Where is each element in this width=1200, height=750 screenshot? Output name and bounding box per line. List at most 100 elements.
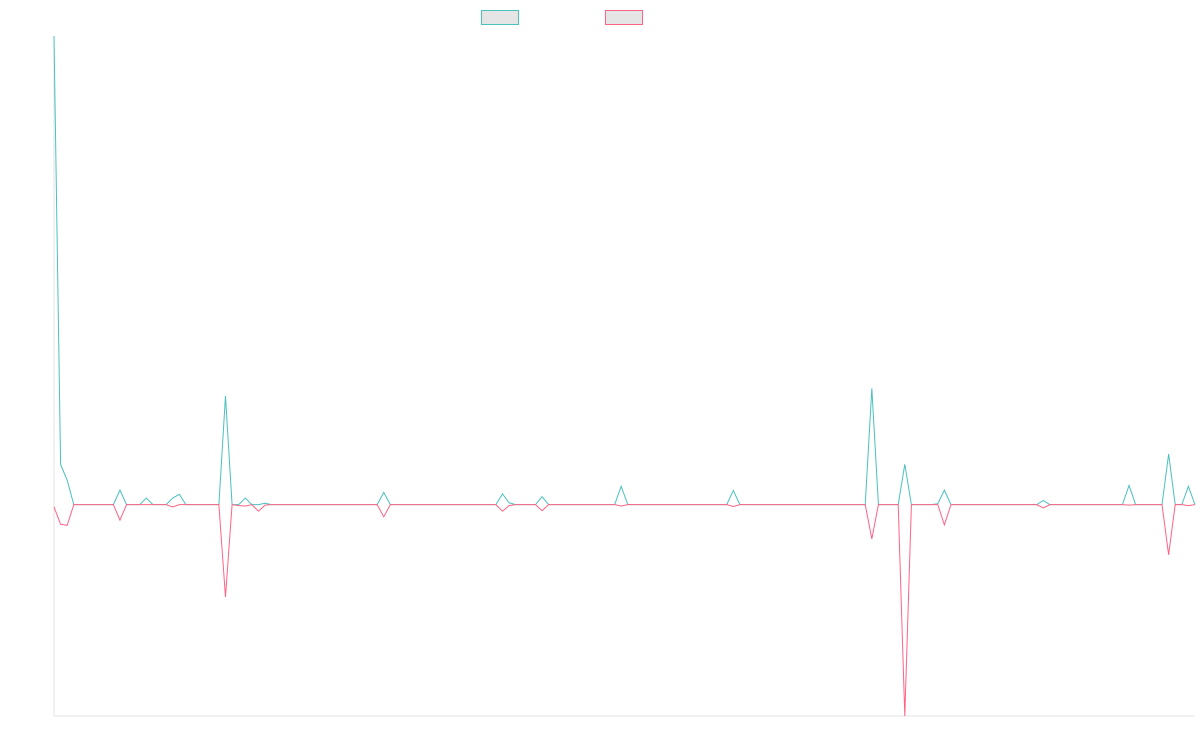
- series-2-point[interactable]: [105, 503, 109, 507]
- series-2-point[interactable]: [329, 503, 333, 507]
- series-2-point[interactable]: [382, 515, 386, 519]
- series-2-point[interactable]: [435, 503, 439, 507]
- series-2-point[interactable]: [586, 503, 590, 507]
- series-1-point[interactable]: [942, 488, 946, 492]
- series-1-point[interactable]: [619, 484, 623, 488]
- series-2-point[interactable]: [349, 503, 353, 507]
- series-2-point[interactable]: [896, 503, 900, 507]
- series-2-point[interactable]: [613, 503, 617, 507]
- series-2-point[interactable]: [923, 503, 927, 507]
- series-1-point[interactable]: [540, 495, 544, 499]
- series-2-point[interactable]: [909, 503, 913, 507]
- series-2-point[interactable]: [1140, 503, 1144, 507]
- series-2-point[interactable]: [276, 503, 280, 507]
- series-1-point[interactable]: [1041, 498, 1045, 502]
- series-2-point[interactable]: [158, 503, 162, 507]
- series-2-point[interactable]: [303, 503, 307, 507]
- series-2-point[interactable]: [125, 503, 129, 507]
- series-2-point[interactable]: [1002, 503, 1006, 507]
- series-2-point[interactable]: [250, 503, 254, 507]
- series-2-point[interactable]: [791, 503, 795, 507]
- series-2-point[interactable]: [566, 503, 570, 507]
- series-2-point[interactable]: [547, 503, 551, 507]
- series-2-point[interactable]: [402, 503, 406, 507]
- series-1-point[interactable]: [1167, 452, 1171, 456]
- series-2-point[interactable]: [369, 503, 373, 507]
- series-2-point[interactable]: [78, 503, 82, 507]
- series-2-point[interactable]: [784, 503, 788, 507]
- series-2-point[interactable]: [652, 503, 656, 507]
- series-2-point[interactable]: [995, 503, 999, 507]
- series-2-point[interactable]: [151, 503, 155, 507]
- series-2-point[interactable]: [355, 503, 359, 507]
- series-2-point[interactable]: [685, 503, 689, 507]
- series-2-point[interactable]: [487, 503, 491, 507]
- series-2-point[interactable]: [388, 503, 392, 507]
- series-2-point[interactable]: [949, 503, 953, 507]
- series-2-point[interactable]: [507, 504, 511, 508]
- series-2-point[interactable]: [283, 503, 287, 507]
- series-2-point[interactable]: [342, 503, 346, 507]
- series-1-point[interactable]: [65, 478, 69, 482]
- series-2-point[interactable]: [956, 503, 960, 507]
- series-2-point[interactable]: [92, 503, 96, 507]
- series-2-point[interactable]: [758, 503, 762, 507]
- series-2-point[interactable]: [111, 503, 115, 507]
- series-1-point[interactable]: [52, 34, 56, 38]
- series-2-point[interactable]: [646, 503, 650, 507]
- series-2-point[interactable]: [1028, 503, 1032, 507]
- series-1-point[interactable]: [59, 462, 63, 466]
- series-2-point[interactable]: [1160, 503, 1164, 507]
- series-2-point[interactable]: [936, 503, 940, 507]
- series-2-point[interactable]: [989, 503, 993, 507]
- series-2-point[interactable]: [256, 509, 260, 513]
- series-2-point[interactable]: [1022, 503, 1026, 507]
- series-2-point[interactable]: [857, 503, 861, 507]
- series-2-point[interactable]: [883, 503, 887, 507]
- series-2-point[interactable]: [1127, 503, 1131, 507]
- series-2-point[interactable]: [764, 503, 768, 507]
- series-2-point[interactable]: [362, 503, 366, 507]
- series-2-point[interactable]: [698, 503, 702, 507]
- series-2-point[interactable]: [461, 503, 465, 507]
- series-2-point[interactable]: [751, 503, 755, 507]
- series-2-point[interactable]: [118, 518, 122, 522]
- series-2-point[interactable]: [837, 503, 841, 507]
- series-2-point[interactable]: [270, 503, 274, 507]
- series-2-point[interactable]: [672, 503, 676, 507]
- series-2-point[interactable]: [929, 503, 933, 507]
- series-2-point[interactable]: [171, 505, 175, 509]
- series-2-point[interactable]: [731, 505, 735, 509]
- series-2-point[interactable]: [197, 503, 201, 507]
- series-2-point[interactable]: [316, 503, 320, 507]
- series-2-point[interactable]: [659, 503, 663, 507]
- series-2-point[interactable]: [679, 503, 683, 507]
- series-2-point[interactable]: [1048, 503, 1052, 507]
- series-2-point[interactable]: [204, 503, 208, 507]
- series-1-point[interactable]: [1186, 484, 1190, 488]
- series-2-point[interactable]: [1173, 503, 1177, 507]
- series-2-point[interactable]: [533, 503, 537, 507]
- series-2-point[interactable]: [263, 503, 267, 507]
- series-2-point[interactable]: [1015, 503, 1019, 507]
- series-2-point[interactable]: [441, 503, 445, 507]
- series-2-point[interactable]: [606, 503, 610, 507]
- series-2-point[interactable]: [520, 503, 524, 507]
- series-2-point[interactable]: [639, 503, 643, 507]
- series-2-point[interactable]: [890, 503, 894, 507]
- series-2-point[interactable]: [395, 503, 399, 507]
- series-2-point[interactable]: [210, 503, 214, 507]
- series-2-point[interactable]: [1114, 503, 1118, 507]
- series-1-point[interactable]: [500, 492, 504, 496]
- series-2-point[interactable]: [223, 595, 227, 599]
- series-2-point[interactable]: [237, 504, 241, 508]
- series-2-point[interactable]: [705, 503, 709, 507]
- series-2-point[interactable]: [1101, 503, 1105, 507]
- series-2-point[interactable]: [903, 714, 907, 718]
- series-2-point[interactable]: [580, 503, 584, 507]
- series-2-point[interactable]: [599, 503, 603, 507]
- series-2-point[interactable]: [1107, 503, 1111, 507]
- series-2-point[interactable]: [494, 503, 498, 507]
- series-2-point[interactable]: [1054, 503, 1058, 507]
- series-2-point[interactable]: [1134, 503, 1138, 507]
